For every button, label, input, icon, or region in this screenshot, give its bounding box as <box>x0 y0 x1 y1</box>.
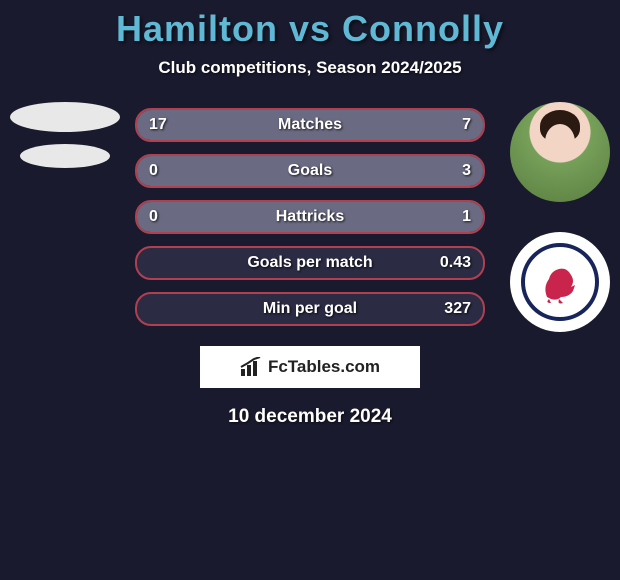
club-badge <box>510 232 610 332</box>
stat-value-right: 1 <box>462 208 471 226</box>
stat-label: Matches <box>278 116 342 134</box>
stat-value-left: 0 <box>149 162 158 180</box>
stat-row: Min per goal 327 <box>135 292 485 326</box>
stat-value-left: 0 <box>149 208 158 226</box>
stat-row: 17 Matches 7 <box>135 108 485 142</box>
player-photo-placeholder <box>10 102 120 132</box>
club-badge-placeholder <box>20 144 110 168</box>
stat-value-right: 0.43 <box>440 254 471 272</box>
player-photo <box>510 102 610 202</box>
logo-text: FcTables.com <box>268 357 380 377</box>
left-player-column <box>10 102 120 168</box>
bar-fill-left <box>137 110 379 140</box>
page-title: Hamilton vs Connolly <box>0 8 620 50</box>
stat-row: 0 Goals 3 <box>135 154 485 188</box>
season-subtitle: Club competitions, Season 2024/2025 <box>0 58 620 78</box>
stat-value-right: 327 <box>444 300 471 318</box>
snapshot-date: 10 december 2024 <box>0 406 620 428</box>
stat-label: Goals per match <box>247 254 372 272</box>
stat-row: Goals per match 0.43 <box>135 246 485 280</box>
fctables-logo[interactable]: FcTables.com <box>200 346 420 388</box>
comparison-panel: 17 Matches 7 0 Goals 3 0 Hattricks 1 Goals per ma… <box>0 106 620 326</box>
club-badge-inner <box>521 243 599 321</box>
stat-label: Goals <box>288 162 332 180</box>
comparison-card: Hamilton vs Connolly Club competitions, … <box>0 0 620 428</box>
lion-icon <box>535 257 585 307</box>
chart-icon <box>240 357 262 377</box>
stat-value-right: 7 <box>462 116 471 134</box>
stat-label: Min per goal <box>263 300 357 318</box>
stat-value-left: 17 <box>149 116 167 134</box>
right-player-column <box>510 102 610 332</box>
stat-row: 0 Hattricks 1 <box>135 200 485 234</box>
stat-bars: 17 Matches 7 0 Goals 3 0 Hattricks 1 Goals per ma… <box>135 108 485 326</box>
stat-label: Hattricks <box>276 208 344 226</box>
stat-value-right: 3 <box>462 162 471 180</box>
